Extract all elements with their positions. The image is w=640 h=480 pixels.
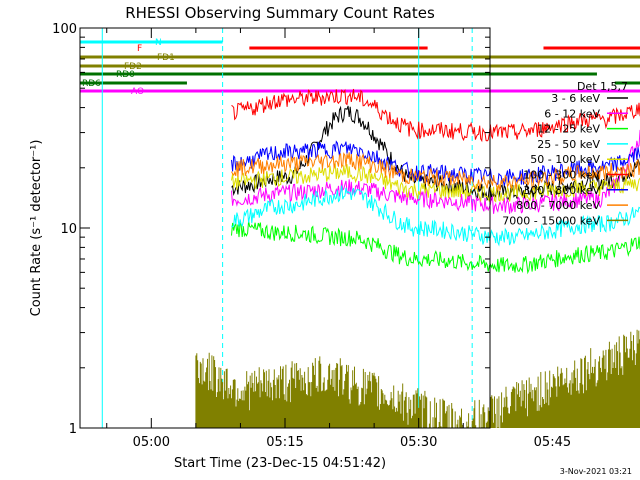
flag-label: FD2 (124, 62, 142, 72)
y-tick-label: 100 (52, 22, 77, 37)
series-line (231, 88, 640, 143)
legend-label: 25 - 50 keV (537, 138, 600, 151)
flag-label: FD1 (157, 53, 175, 63)
legend-label: 50 - 100 keV (530, 153, 600, 166)
flag-label: N (155, 38, 162, 48)
legend-label: 300 - 800 keV (523, 184, 600, 197)
flag-label: RD0 (116, 70, 135, 80)
y-tick-label: 10 (60, 222, 77, 237)
legend: 3 - 6 keV 6 - 12 keV 12 - 25 keV 25 - 50 ke… (502, 92, 628, 227)
series-line (231, 140, 640, 186)
flag-label: F (137, 44, 142, 54)
x-tick-label: 05:15 (266, 435, 303, 450)
series-line (195, 329, 640, 428)
y-axis-label: Count Rate (s⁻¹ detector⁻¹) (29, 140, 44, 317)
legend-label: 7000 - 15000 keV (502, 214, 600, 227)
x-axis-label: Start Time (23-Dec-15 04:51:42) (174, 456, 386, 471)
axes-layer: 11010005:0005:1505:3005:4506:0006:1506:3… (52, 22, 571, 450)
y-tick-label: 1 (69, 422, 77, 437)
chart-title: RHESSI Observing Summary Count Rates (125, 4, 435, 22)
legend-label: 3 - 6 keV (551, 92, 600, 105)
legend-label: 800 - 7000 keV (516, 199, 600, 212)
legend-title: Det 1,5,7 (577, 80, 628, 93)
legend-label: 100 - 300 keV (523, 169, 600, 182)
series-line (231, 185, 640, 247)
series-line (231, 152, 640, 193)
flag-label: AO (131, 87, 144, 97)
x-tick-label: 05:00 (133, 435, 170, 450)
flag-label: RD6 (82, 79, 101, 89)
x-tick-label: 05:30 (400, 435, 437, 450)
x-tick-label: 05:45 (534, 435, 571, 450)
legend-label: 6 - 12 keV (544, 107, 600, 120)
series-line (231, 220, 640, 275)
legend-label: 12 - 25 keV (537, 123, 600, 136)
series-line (231, 105, 640, 203)
date-stamp: 3-Nov-2021 03:21 (560, 467, 632, 476)
